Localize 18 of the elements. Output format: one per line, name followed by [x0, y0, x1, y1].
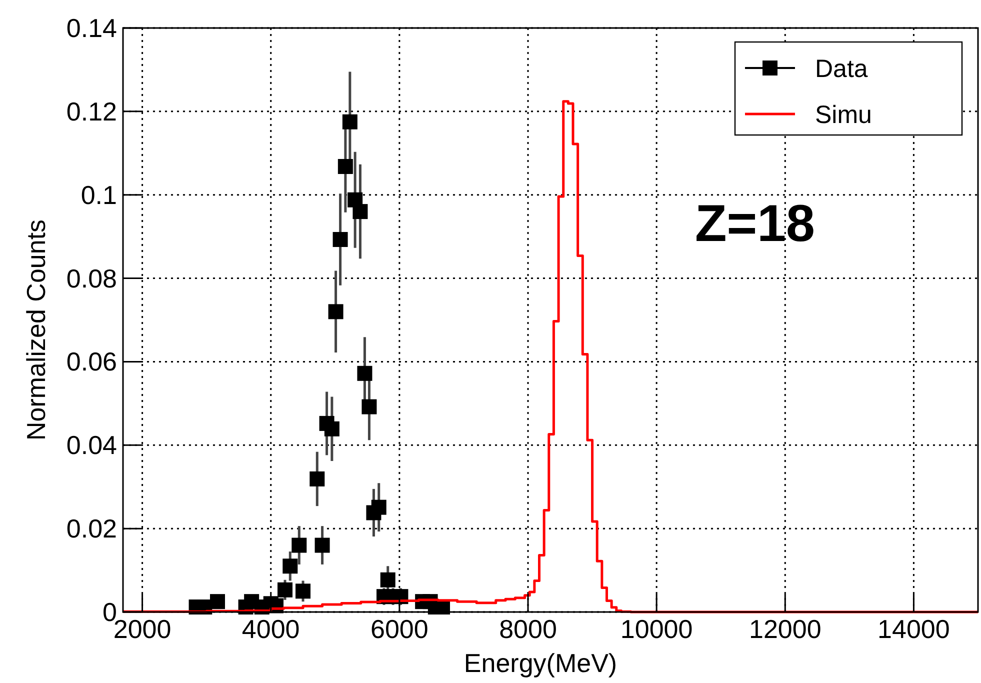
y-tick-label: 0.14	[66, 13, 117, 43]
x-tick-label: 12000	[748, 614, 822, 644]
y-tick-label: 0.1	[80, 180, 117, 210]
y-tick-label: 0.02	[66, 514, 117, 544]
legend-label: Data	[815, 55, 868, 83]
y-tick-label: 0.04	[66, 430, 117, 460]
x-tick-label: 14000	[878, 614, 950, 644]
x-tick-label: 4000	[242, 614, 300, 644]
y-tick-label: 0.06	[66, 346, 117, 377]
annotation: Z=18	[695, 195, 815, 253]
y-tick-label: 0.12	[66, 96, 117, 126]
legend-label: Simu	[815, 101, 872, 129]
y-tick-label: 0.08	[66, 263, 117, 294]
x-axis-title: Energy(MeV)	[464, 648, 618, 678]
x-tick-label: 10000	[620, 614, 693, 644]
x-tick-label: 8000	[499, 614, 557, 644]
y-axis-title: Normalized Counts	[21, 219, 51, 441]
x-tick-label: 6000	[370, 614, 428, 644]
